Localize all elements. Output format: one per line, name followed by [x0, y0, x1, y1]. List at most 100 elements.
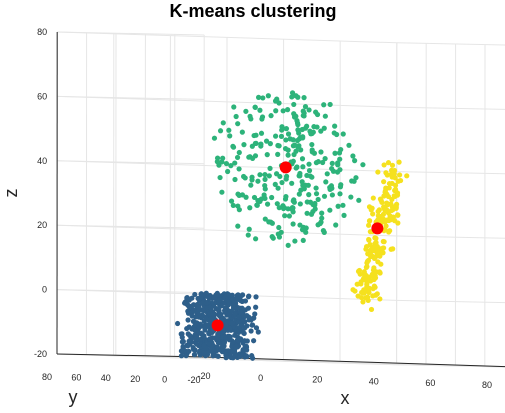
y-tick-label: 80	[42, 372, 52, 382]
cluster-1-point	[221, 340, 227, 346]
cluster-2-point	[217, 128, 224, 134]
cluster-2-point	[300, 108, 306, 114]
cluster-3-point	[395, 212, 401, 218]
cluster-2-point	[270, 235, 276, 241]
cluster-2-point	[327, 207, 333, 213]
cluster-2-point	[258, 143, 264, 149]
grid-line	[57, 160, 205, 165]
cluster-1-point	[242, 313, 249, 319]
cluster-2-point	[273, 108, 279, 114]
cluster-1-point	[201, 350, 207, 356]
cluster-2-point	[267, 165, 273, 171]
cluster-2-point	[314, 111, 321, 118]
cluster-2-point	[228, 163, 234, 169]
y-tick-label: 60	[71, 373, 81, 383]
cluster-1-point	[230, 302, 236, 308]
cluster-2-point	[289, 204, 296, 211]
cluster-3-point	[385, 210, 391, 216]
cluster-2-point	[278, 229, 284, 235]
cluster-2-point	[249, 143, 255, 149]
cluster-1-point	[202, 323, 208, 330]
cluster-2-point	[305, 182, 311, 188]
cluster-2-point	[301, 186, 307, 192]
cluster-2-point	[294, 164, 300, 170]
cluster-2-point	[262, 171, 268, 178]
x-tick-label: 40	[369, 376, 379, 386]
cluster-1-point	[186, 297, 192, 303]
cluster-3-point	[382, 189, 388, 195]
cluster-3-point	[376, 269, 383, 275]
cluster-1-point	[174, 320, 181, 327]
cluster-1-point	[231, 348, 238, 354]
cluster-2-point	[239, 129, 245, 135]
cluster-1-point	[223, 352, 229, 358]
cluster-3-point	[386, 229, 392, 235]
z-tick-label: 20	[37, 220, 47, 230]
cluster-3-point	[381, 239, 387, 245]
cluster-1-point	[213, 292, 219, 298]
cluster-2-point	[252, 104, 258, 110]
grid-line	[57, 224, 205, 229]
cluster-3-point	[375, 208, 381, 215]
cluster-2-point	[274, 201, 280, 207]
cluster-1-point	[253, 304, 259, 310]
cluster-2-point	[321, 125, 327, 131]
cluster-2-point	[319, 215, 325, 221]
grid-line	[57, 31, 397, 44]
z-tick-label: 40	[37, 156, 47, 166]
cluster-3-point	[366, 237, 372, 243]
cluster-1-point	[206, 295, 212, 301]
cluster-2-point	[226, 127, 232, 133]
cluster-2-point	[293, 93, 299, 99]
cluster-2-point	[235, 191, 241, 197]
cluster-2-point	[249, 155, 256, 161]
cluster-2-point	[269, 194, 275, 201]
cluster-2-point	[306, 192, 312, 198]
cluster-2-point	[264, 152, 270, 158]
cluster-1-point	[199, 300, 205, 306]
cluster-2-point	[306, 161, 312, 167]
cluster-1-point	[251, 338, 257, 344]
cluster-2-point	[279, 127, 285, 133]
cluster-2-point	[351, 178, 357, 184]
cluster-3-point	[371, 276, 377, 283]
cluster-1-point	[192, 291, 198, 298]
cluster-2-point	[335, 203, 341, 209]
x-axis-label: x	[341, 388, 350, 408]
cluster-3-centroid	[371, 222, 384, 235]
cluster-2-point	[272, 181, 278, 187]
cluster-2-point	[360, 162, 366, 168]
cluster-1-point	[218, 303, 224, 309]
cluster-2-point	[246, 226, 252, 232]
cluster-2-point	[280, 205, 287, 212]
cluster-2-point	[306, 168, 313, 174]
cluster-3-point	[364, 258, 371, 264]
cluster-2-point	[284, 107, 291, 113]
y-tick-label: -20	[187, 375, 200, 385]
cluster-2-point	[231, 104, 237, 110]
cluster-3-point	[374, 291, 380, 297]
cluster-2-point	[330, 168, 337, 174]
z-axis-label: z	[1, 189, 21, 198]
cluster-1-point	[224, 320, 230, 326]
cluster-1-point	[194, 341, 200, 347]
cluster-1-point	[203, 300, 210, 306]
cluster-2-point	[338, 182, 344, 188]
cluster-1-point	[229, 320, 236, 327]
cluster-1-point	[253, 294, 259, 300]
x-tick-label: 80	[482, 380, 492, 390]
cluster-1-point	[201, 333, 207, 339]
cluster-1-point	[238, 352, 244, 358]
cluster-3-point	[390, 246, 396, 252]
cluster-2-point	[321, 193, 328, 199]
cluster-2-point	[309, 149, 315, 155]
cluster-1-point	[220, 315, 226, 322]
cluster-2-point	[333, 222, 339, 228]
cluster-3-point	[381, 179, 387, 185]
cluster-2-point	[306, 107, 312, 113]
cluster-1-point	[248, 328, 254, 334]
cluster-1-point	[227, 325, 233, 331]
cluster-1-point	[227, 353, 233, 359]
cluster-1-point	[255, 329, 261, 335]
cluster-2-point	[290, 221, 296, 227]
